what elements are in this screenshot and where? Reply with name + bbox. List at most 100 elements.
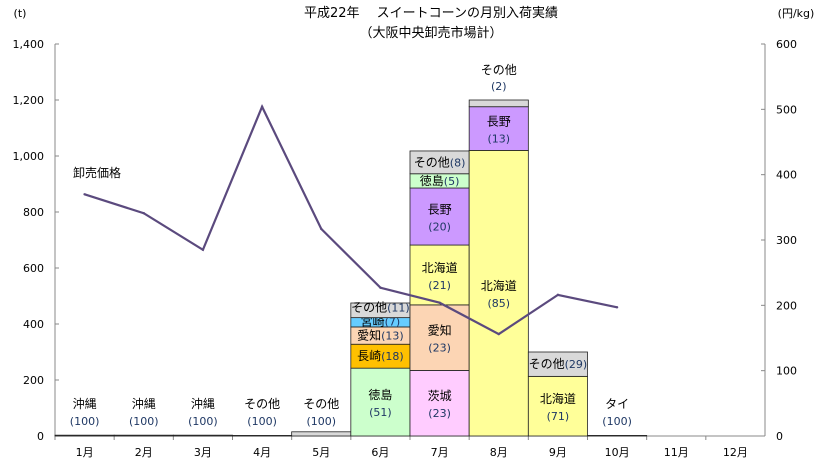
bar-label: 愛知 bbox=[357, 329, 381, 343]
bar-segment bbox=[113, 434, 174, 437]
y2-axis-label: (円/kg) bbox=[778, 7, 815, 20]
bar-share: (29) bbox=[565, 358, 588, 371]
bar-share: (5) bbox=[444, 175, 460, 188]
bar-label: その他 bbox=[414, 155, 450, 169]
bar-segment bbox=[54, 434, 115, 437]
x-tick-label: 6月 bbox=[371, 446, 389, 459]
price-point bbox=[201, 248, 205, 251]
bar-label-inline: 愛知(13) bbox=[357, 329, 404, 343]
bar-label: 愛知 bbox=[428, 324, 452, 338]
y2-tick-label: 600 bbox=[776, 38, 797, 51]
y2-tick-label: 100 bbox=[776, 365, 797, 378]
y2-tick-label: 400 bbox=[776, 169, 797, 182]
x-tick-label: 8月 bbox=[490, 446, 508, 459]
bar-segment bbox=[409, 244, 470, 306]
bar-label: 北海道 bbox=[481, 278, 517, 293]
bar-label: 長野 bbox=[428, 203, 452, 217]
bar-label: タイ bbox=[605, 397, 629, 411]
bar-label: 徳島 bbox=[368, 387, 392, 402]
y-tick-label: 400 bbox=[23, 318, 44, 331]
bar-label: その他 bbox=[529, 357, 565, 371]
bar-segment bbox=[468, 99, 529, 108]
bar-label: その他 bbox=[244, 397, 280, 411]
bar-share: (100) bbox=[188, 415, 218, 428]
y-tick-label: 0 bbox=[37, 430, 44, 443]
bar-share: (85) bbox=[487, 297, 510, 310]
x-tick-label: 12月 bbox=[723, 446, 748, 459]
price-point bbox=[83, 193, 86, 196]
bar-share: (100) bbox=[247, 415, 277, 428]
bar-share: (23) bbox=[428, 407, 451, 420]
bar-label: 茨城 bbox=[428, 389, 452, 403]
price-point bbox=[615, 306, 619, 309]
x-tick-label: 2月 bbox=[135, 446, 153, 459]
price-point bbox=[556, 293, 560, 297]
price-point bbox=[379, 286, 382, 289]
bar-label: 沖縄 bbox=[191, 396, 215, 411]
y-tick-label: 1,400 bbox=[13, 38, 45, 51]
bar-share: (21) bbox=[428, 279, 451, 292]
y-tick-label: 600 bbox=[23, 262, 44, 275]
bar-label: その他 bbox=[303, 397, 339, 411]
bar-share: (100) bbox=[306, 415, 336, 428]
bar-label: その他 bbox=[351, 301, 387, 315]
bar-label: 沖縄 bbox=[132, 396, 156, 411]
y-tick-label: 200 bbox=[23, 374, 44, 387]
y-axis-label: (t) bbox=[14, 7, 27, 20]
bar-label-inline: その他(8) bbox=[414, 155, 466, 169]
bar-share: (71) bbox=[547, 410, 570, 423]
bar-segment bbox=[587, 435, 648, 437]
x-tick-label: 1月 bbox=[76, 446, 94, 459]
x-tick-label: 3月 bbox=[194, 446, 212, 459]
bar-share: (100) bbox=[602, 415, 632, 428]
bar-share: (13) bbox=[487, 133, 510, 146]
y-tick-label: 800 bbox=[23, 206, 44, 219]
bar-segment bbox=[468, 149, 529, 437]
chart-title: 平成22年 スイートコーンの月別入荷実績 bbox=[304, 5, 558, 21]
x-tick-label: 4月 bbox=[253, 446, 271, 459]
bar-share: (18) bbox=[381, 350, 404, 363]
y2-tick-label: 300 bbox=[776, 234, 797, 247]
bar-label: 長野 bbox=[487, 115, 511, 129]
bar-share: (13) bbox=[381, 330, 404, 343]
bar-label-inline: その他(11) bbox=[351, 301, 410, 315]
bar-segment bbox=[527, 351, 588, 377]
bar-segment bbox=[291, 431, 352, 437]
bar-label: 北海道 bbox=[422, 260, 458, 275]
bar-share: (100) bbox=[70, 415, 100, 428]
price-series-label: 卸売価格 bbox=[73, 165, 121, 180]
x-tick-label: 11月 bbox=[664, 446, 689, 459]
y2-tick-label: 0 bbox=[776, 430, 783, 443]
bar-share: (20) bbox=[428, 221, 451, 234]
bar-label-inline: 長崎(18) bbox=[357, 349, 404, 363]
bar-segment bbox=[232, 435, 293, 437]
bar-label: その他 bbox=[481, 63, 517, 77]
chart-subtitle: （大阪中央卸売市場計） bbox=[359, 25, 502, 41]
bar-segment bbox=[172, 434, 233, 437]
bar-segment bbox=[409, 370, 470, 437]
price-point bbox=[438, 301, 441, 304]
y2-tick-label: 500 bbox=[776, 103, 797, 116]
y2-tick-label: 200 bbox=[776, 299, 797, 312]
price-point bbox=[142, 212, 145, 215]
bar-label: 北海道 bbox=[540, 391, 576, 406]
bar-segment bbox=[468, 106, 529, 151]
bar-share: (7) bbox=[385, 316, 401, 329]
bar-label: 沖縄 bbox=[73, 396, 97, 411]
bar-share: (8) bbox=[450, 156, 466, 169]
x-tick-label: 5月 bbox=[312, 446, 330, 459]
y-tick-label: 1,000 bbox=[13, 150, 45, 163]
bar-share: (23) bbox=[428, 342, 451, 355]
x-tick-label: 7月 bbox=[431, 446, 449, 459]
price-point bbox=[320, 227, 323, 231]
bar-share: (51) bbox=[369, 406, 392, 419]
bar-label-inline: その他(29) bbox=[529, 357, 588, 371]
price-line bbox=[84, 104, 618, 336]
bar-share: (11) bbox=[387, 302, 410, 315]
bar-label-inline: 徳島(5) bbox=[420, 173, 460, 188]
price-point bbox=[260, 105, 264, 108]
bar-share: (2) bbox=[491, 80, 507, 93]
x-tick-label: 10月 bbox=[605, 446, 630, 459]
